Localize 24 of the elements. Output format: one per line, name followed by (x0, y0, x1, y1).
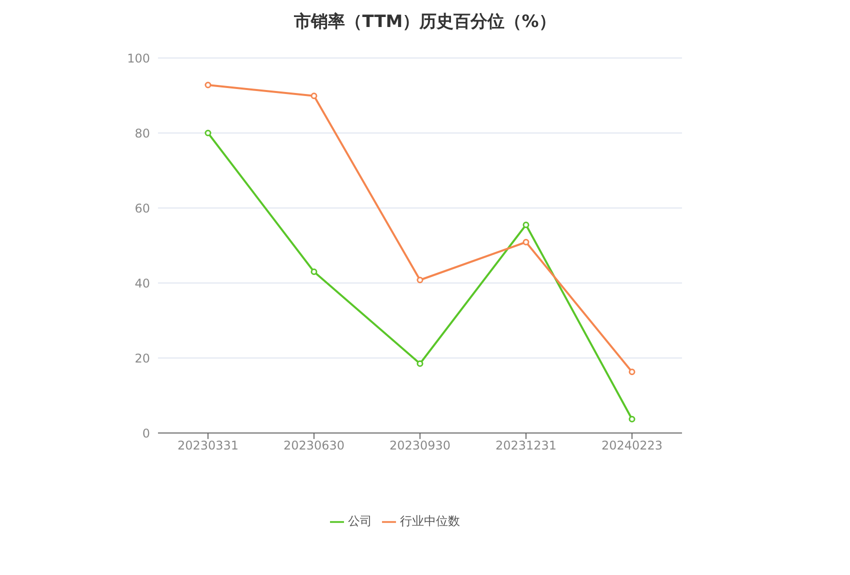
legend-label: 行业中位数 (400, 514, 460, 528)
y-tick-label: 0 (142, 426, 150, 440)
chart-title: 市销率（TTM）历史百分位（%） (293, 11, 557, 34)
point (204, 130, 212, 136)
point (522, 238, 530, 246)
y-tick-label: 60 (134, 201, 150, 216)
x-tick-label: 20230930 (389, 438, 451, 453)
x-tick-label: 20230331 (177, 438, 239, 453)
point (416, 360, 424, 367)
y-tick-label: 40 (134, 276, 150, 290)
point (204, 82, 212, 88)
point (628, 416, 636, 422)
y-tick-label: 80 (134, 126, 150, 140)
x-tick-label: 20240223 (601, 438, 663, 453)
point (522, 222, 530, 228)
point (416, 276, 424, 284)
x-tick-label: 20231231 (495, 438, 557, 453)
legend-label: 公司 (348, 514, 372, 528)
y-tick-label: 100 (127, 51, 150, 66)
y-tick-label: 20 (134, 351, 150, 366)
x-tick-label: 20230630 (283, 438, 345, 453)
point (310, 92, 318, 100)
point (628, 368, 636, 376)
point (310, 268, 318, 275)
